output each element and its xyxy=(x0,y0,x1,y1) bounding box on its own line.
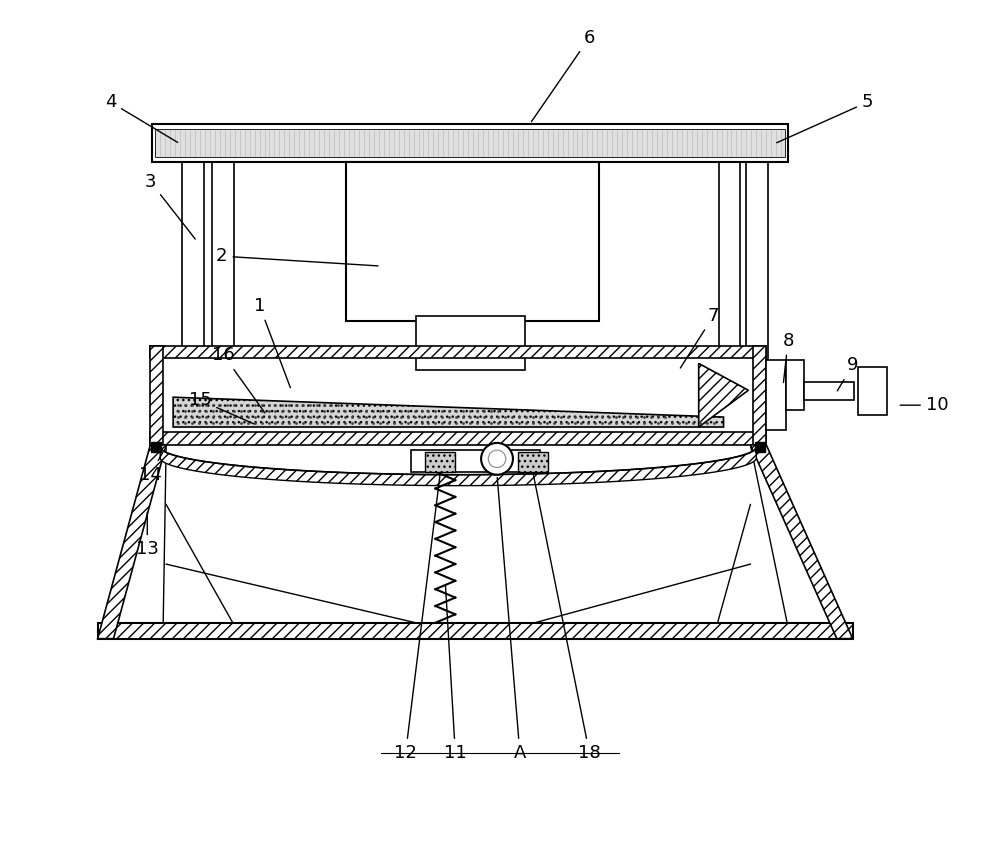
Polygon shape xyxy=(750,445,853,639)
Bar xyxy=(182,159,204,360)
Text: 11: 11 xyxy=(444,586,467,762)
Polygon shape xyxy=(150,346,163,445)
Bar xyxy=(163,359,753,432)
Bar xyxy=(152,124,788,162)
Polygon shape xyxy=(173,397,724,427)
Bar xyxy=(858,367,887,415)
Bar xyxy=(425,452,455,472)
Bar xyxy=(719,159,740,360)
Text: 9: 9 xyxy=(837,356,858,390)
Bar xyxy=(346,162,599,321)
Text: 1: 1 xyxy=(254,297,290,388)
Text: 2: 2 xyxy=(216,247,378,266)
Bar xyxy=(804,383,854,400)
Polygon shape xyxy=(160,447,756,486)
Bar xyxy=(766,360,786,430)
Polygon shape xyxy=(753,346,766,445)
Polygon shape xyxy=(699,364,748,427)
Bar xyxy=(518,452,548,472)
Circle shape xyxy=(481,443,513,475)
Bar xyxy=(416,316,525,371)
Bar xyxy=(98,623,853,639)
Bar xyxy=(212,159,234,360)
Text: 16: 16 xyxy=(212,347,265,413)
Polygon shape xyxy=(150,432,766,445)
Text: 18: 18 xyxy=(533,475,601,762)
Bar xyxy=(151,442,161,452)
Polygon shape xyxy=(114,445,837,623)
Text: 15: 15 xyxy=(189,391,254,424)
Text: 4: 4 xyxy=(105,93,178,143)
Bar xyxy=(411,450,540,472)
Text: 3: 3 xyxy=(145,173,195,239)
Text: A: A xyxy=(497,477,526,762)
Text: 6: 6 xyxy=(531,28,595,122)
Bar xyxy=(155,129,785,157)
Text: 12: 12 xyxy=(394,475,440,762)
Text: 7: 7 xyxy=(680,307,719,368)
Bar xyxy=(786,360,804,410)
Text: 13: 13 xyxy=(136,513,159,558)
Bar xyxy=(755,442,765,452)
Bar xyxy=(430,159,452,303)
Text: 5: 5 xyxy=(777,93,873,143)
Text: 14: 14 xyxy=(139,452,163,483)
Polygon shape xyxy=(150,346,766,359)
Bar xyxy=(490,159,512,303)
Polygon shape xyxy=(98,445,166,639)
Bar xyxy=(746,159,768,360)
Text: 8: 8 xyxy=(782,332,794,383)
Text: 10: 10 xyxy=(900,396,948,415)
